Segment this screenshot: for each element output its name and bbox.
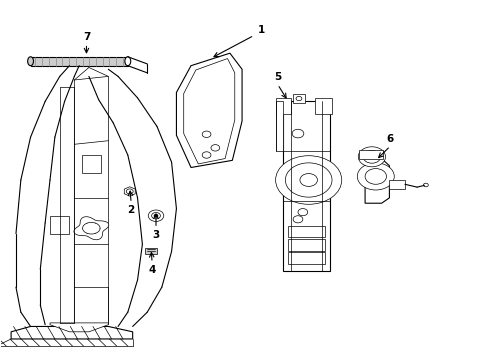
Circle shape [291, 129, 303, 138]
Circle shape [363, 150, 380, 163]
Polygon shape [287, 226, 324, 237]
Text: 7: 7 [82, 32, 90, 42]
Polygon shape [314, 98, 331, 114]
Polygon shape [292, 94, 305, 103]
Ellipse shape [124, 57, 130, 66]
Polygon shape [50, 323, 108, 332]
Polygon shape [276, 98, 290, 114]
Polygon shape [11, 327, 132, 339]
Polygon shape [50, 216, 69, 234]
Circle shape [210, 145, 219, 151]
Polygon shape [74, 217, 108, 240]
Polygon shape [276, 102, 283, 152]
Polygon shape [358, 150, 382, 159]
Text: 6: 6 [386, 134, 393, 144]
Polygon shape [144, 248, 157, 253]
Text: 3: 3 [152, 230, 159, 240]
Text: 4: 4 [148, 265, 156, 275]
Circle shape [292, 216, 302, 223]
Circle shape [202, 131, 210, 138]
Polygon shape [124, 187, 135, 196]
Circle shape [365, 168, 386, 184]
Circle shape [295, 96, 301, 101]
Circle shape [151, 212, 160, 219]
Polygon shape [287, 252, 324, 264]
Circle shape [357, 163, 393, 190]
Polygon shape [81, 155, 101, 173]
Circle shape [285, 163, 331, 197]
Ellipse shape [28, 57, 33, 66]
Circle shape [154, 214, 158, 217]
Circle shape [126, 189, 133, 194]
Circle shape [148, 210, 163, 221]
Circle shape [423, 183, 427, 187]
Polygon shape [365, 158, 388, 203]
Polygon shape [176, 53, 242, 167]
Polygon shape [283, 102, 329, 271]
Polygon shape [388, 180, 404, 189]
Circle shape [299, 174, 317, 186]
Text: 2: 2 [127, 205, 135, 215]
Circle shape [202, 152, 210, 158]
Text: 1: 1 [257, 25, 264, 35]
Circle shape [358, 147, 385, 167]
Polygon shape [30, 57, 127, 66]
Polygon shape [74, 76, 108, 325]
Circle shape [275, 156, 341, 204]
Polygon shape [287, 239, 324, 251]
Text: 5: 5 [273, 72, 281, 82]
Circle shape [297, 208, 307, 216]
